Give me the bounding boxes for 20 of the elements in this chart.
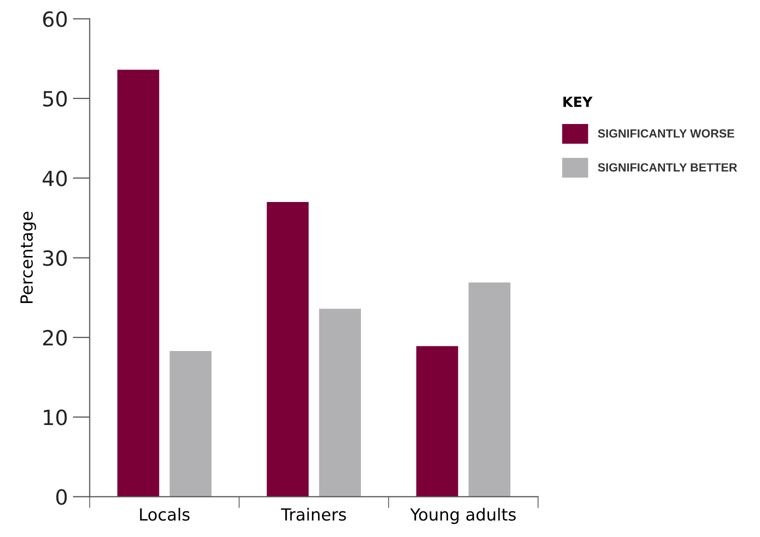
- y-tick-label: 30: [43, 250, 67, 266]
- bar: [170, 350, 212, 497]
- bar: [416, 346, 458, 497]
- y-axis-title: Percentage: [20, 212, 36, 303]
- legend-title: KEY: [563, 96, 593, 107]
- legend-label: SIGNIFICANTLY WORSE: [598, 129, 734, 138]
- y-tick-label: 20: [43, 330, 67, 346]
- bar: [266, 202, 309, 497]
- bar: [468, 282, 510, 497]
- y-tick-label: 10: [44, 410, 67, 426]
- x-tick-label: Trainers: [280, 508, 346, 521]
- legend-label: SIGNIFICANTLY BETTER: [598, 163, 738, 172]
- bar: [319, 308, 361, 497]
- y-tick-label: 0: [56, 489, 67, 505]
- y-tick-label: 50: [43, 90, 67, 107]
- x-tick-label: Young adults: [410, 508, 516, 524]
- x-tick-label: Locals: [140, 508, 190, 521]
- y-tick-label: 40: [42, 170, 67, 186]
- bar: [117, 70, 160, 497]
- y-tick-label: 60: [43, 11, 67, 28]
